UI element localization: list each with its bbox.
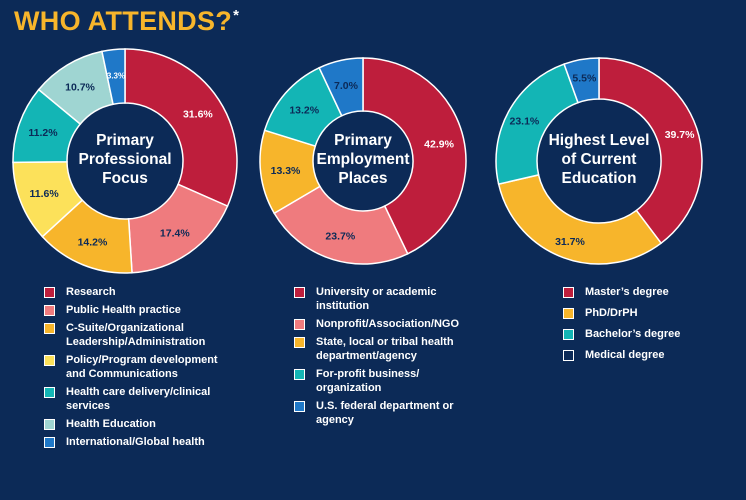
legend-label: PhD/DrPH: [585, 307, 638, 319]
chart-center-title-line: Focus: [102, 170, 148, 187]
legend-label: Health Education: [66, 418, 156, 430]
chart-center-title-line: Primary: [96, 132, 154, 149]
legend-item-health-education: Health Education: [44, 417, 274, 431]
legend-swatch: [44, 355, 55, 366]
legend-swatch: [563, 329, 574, 340]
title-asterisk: *: [233, 7, 240, 24]
legend-item-state-local-or-tribal-health-department-agency: State, local or tribal health department/…: [294, 335, 494, 363]
legend-item-medical-degree: Medical degree: [563, 348, 733, 362]
legend-item-international-global-health: International/Global health: [44, 435, 274, 449]
slice-label-research: 31.6%: [183, 108, 213, 120]
slice-label-international-global-health: 3.3%: [107, 71, 125, 80]
legend-swatch: [44, 387, 55, 398]
legend-item-policy-program-development-and-communications: Policy/Program development and Communicat…: [44, 353, 274, 381]
legend-swatch: [44, 419, 55, 430]
legend-label: Leadership/Administration: [66, 336, 206, 348]
legend-swatch: [563, 287, 574, 298]
slice-international-global-health: [101, 48, 126, 106]
legend-swatch: [294, 337, 305, 348]
legend-swatch: [44, 305, 55, 316]
legend-swatch: [294, 369, 305, 380]
chart-center-title-line: Highest Level: [549, 132, 650, 149]
slice-label-medical-degree: 5.5%: [572, 72, 597, 84]
slice-label-u-s-federal-department-or-agency: 7.0%: [334, 80, 359, 92]
slice-label-policy-program-development-and-communications: 11.6%: [30, 188, 60, 200]
slice-label-public-health-practice: 17.4%: [160, 227, 190, 239]
legend-label: institution: [316, 300, 370, 312]
slice-university-or-academic-institution: [362, 57, 467, 255]
page-title: WHO ATTENDS?*: [14, 6, 240, 36]
chart-center-title-line: Education: [562, 170, 637, 187]
legend-item-health-care-delivery-clinical-services: Health care delivery/clinical services: [44, 385, 274, 413]
legend-swatch: [294, 287, 305, 298]
legend-swatch: [44, 287, 55, 298]
legend-label: Nonprofit/Association/NGO: [316, 318, 459, 330]
slice-label-master-s-degree: 39.7%: [665, 129, 695, 141]
legend-label: C-Suite/Organizational: [66, 322, 184, 334]
legend-label: State, local or tribal health: [316, 336, 454, 348]
legend-item-c-suite-organizational-leadership-administration: C-Suite/Organizational Leadership/Adminis…: [44, 321, 274, 349]
slice-label-nonprofit-association-ngo: 23.7%: [325, 231, 355, 243]
chart-center-title-line: of Current: [562, 151, 637, 168]
legend-item-phd-drph: PhD/DrPH: [563, 306, 733, 320]
legend-label: University or academic: [316, 286, 437, 298]
slice-label-state-local-or-tribal-health-department-agency: 13.3%: [271, 165, 301, 177]
legend-item-university-or-academic-institution: University or academic institution: [294, 285, 494, 313]
legend-label: For-profit business/: [316, 368, 420, 380]
slice-research: [124, 48, 238, 208]
chart-center-title-line: Employment: [316, 151, 409, 168]
legend-professional-focus: Research Public Health practice C-Suite/Or…: [44, 285, 274, 453]
slice-label-health-care-delivery-clinical-services: 11.2%: [28, 127, 58, 139]
slice-label-university-or-academic-institution: 42.9%: [424, 139, 454, 151]
legend-label: U.S. federal department or: [316, 400, 454, 412]
legend-label: organization: [316, 382, 382, 394]
legend-label: agency: [316, 414, 354, 426]
legend-swatch: [563, 350, 574, 361]
legend-item-master-s-degree: Master’s degree: [563, 285, 733, 299]
legend-label: Bachelor’s degree: [585, 328, 681, 340]
legend-label: Medical degree: [585, 349, 665, 361]
legend-item-bachelor-s-degree: Bachelor’s degree: [563, 327, 733, 341]
legend-education-level: Master’s degree PhD/DrPH Bachelor’s degree…: [563, 285, 733, 369]
legend-item-public-health-practice: Public Health practice: [44, 303, 274, 317]
slice-label-phd-drph: 31.7%: [555, 236, 585, 248]
slice-label-c-suite-organizational-leadership-administration: 14.2%: [78, 237, 108, 249]
legend-label: department/agency: [316, 350, 417, 362]
slice-master-s-degree: [598, 57, 703, 245]
slice-label-bachelor-s-degree: 23.1%: [509, 115, 539, 127]
legend-label: Research: [66, 286, 116, 298]
legend-item-research: Research: [44, 285, 274, 299]
legend-item-u-s-federal-department-or-agency: U.S. federal department or agency: [294, 399, 494, 427]
legend-item-for-profit-business-organization: For-profit business/organization: [294, 367, 494, 395]
legend-label: Public Health practice: [66, 304, 181, 316]
legend-swatch: [294, 401, 305, 412]
slice-label-for-profit-business-organization: 13.2%: [289, 105, 319, 117]
legend-label: International/Global health: [66, 436, 205, 448]
legend-label: Master’s degree: [585, 286, 669, 298]
legend-label: and Communications: [66, 368, 178, 380]
legend-employment-places: University or academic institution Nonprof…: [294, 285, 494, 431]
slice-label-health-education: 10.7%: [65, 82, 95, 94]
slice-u-s-federal-department-or-agency: [318, 57, 364, 117]
legend-label: Policy/Program development: [66, 354, 218, 366]
slice-nonprofit-association-ngo: [273, 185, 409, 265]
legend-item-nonprofit-association-ngo: Nonprofit/Association/NGO: [294, 317, 494, 331]
legend-swatch: [563, 308, 574, 319]
chart-center-title-line: Primary: [334, 132, 392, 149]
chart-center-title-line: Professional: [78, 151, 171, 168]
chart-center-title-line: Places: [338, 170, 387, 187]
legend-label: services: [66, 400, 111, 412]
slice-phd-drph: [497, 174, 663, 265]
legend-swatch: [44, 437, 55, 448]
legend-label: Health care delivery/clinical: [66, 386, 211, 398]
legend-swatch: [294, 319, 305, 330]
slice-medical-degree: [563, 57, 600, 104]
legend-swatch: [44, 323, 55, 334]
